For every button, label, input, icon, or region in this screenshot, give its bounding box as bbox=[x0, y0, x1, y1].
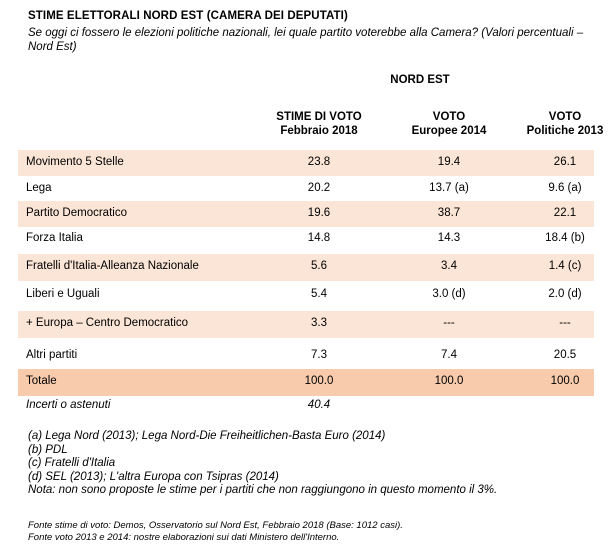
value-estimate: 19.6 bbox=[307, 207, 331, 219]
value-estimate: 3.3 bbox=[311, 317, 327, 329]
value-estimate: 7.3 bbox=[311, 349, 327, 361]
total-europee: 100.0 bbox=[434, 375, 464, 387]
value-politiche: --- bbox=[559, 317, 571, 329]
footnote: Nota: non sono proposte le stime per i p… bbox=[28, 484, 498, 496]
column-header-line1: VOTO bbox=[548, 111, 582, 123]
party-name: Fratelli d'Italia-Alleanza Nazionale bbox=[26, 260, 199, 272]
region-header: NORD EST bbox=[390, 74, 450, 86]
party-name: Movimento 5 Stelle bbox=[26, 156, 124, 168]
footnote: (c) Fratelli d'Italia bbox=[28, 457, 116, 469]
table-row: Altri partiti 7.3 7.4 20.5 bbox=[18, 340, 594, 368]
total-estimate: 100.0 bbox=[304, 375, 334, 387]
party-name: Liberi e Uguali bbox=[26, 288, 100, 300]
table-row: Partito Democratico 19.6 38.7 22.1 bbox=[18, 201, 594, 227]
value-europee: 7.4 bbox=[441, 349, 457, 361]
footnote: (a) Lega Nord (2013); Lega Nord-Die Frei… bbox=[28, 430, 386, 442]
footnote: (b) PDL bbox=[28, 443, 68, 456]
column-header-line2: Europee 2014 bbox=[411, 125, 487, 137]
party-name: + Europa – Centro Democratico bbox=[26, 317, 189, 329]
value-estimate: 20.2 bbox=[307, 182, 331, 194]
total-row: Totale 100.0 100.0 100.0 bbox=[18, 369, 594, 396]
document-title: STIME ELETTORALI NORD EST (CAMERA DEI DE… bbox=[28, 10, 348, 22]
column-header-europee: VOTO Europee 2014 bbox=[384, 110, 514, 138]
value-europee: 19.4 bbox=[437, 156, 461, 168]
value-politiche: 2.0 (d) bbox=[548, 288, 582, 300]
table-row: Liberi e Uguali 5.4 3.0 (d) 2.0 (d) bbox=[18, 282, 594, 309]
source-line: Fonte stime di voto: Demos, Osservatorio… bbox=[28, 520, 403, 531]
value-europee: --- bbox=[443, 317, 455, 329]
party-name: Forza Italia bbox=[26, 232, 83, 244]
party-name: Altri partiti bbox=[26, 349, 78, 361]
value-europee: 3.0 (d) bbox=[432, 288, 466, 300]
footnotes: (a) Lega Nord (2013); Lega Nord-Die Frei… bbox=[28, 430, 497, 498]
column-header-line1: VOTO bbox=[432, 111, 466, 123]
footnote: (d) SEL (2013); L'altra Europa con Tsipr… bbox=[28, 470, 279, 483]
column-header-politiche: VOTO Politiche 2013 bbox=[500, 110, 612, 138]
value-europee: 3.4 bbox=[441, 260, 457, 272]
table-row: Lega 20.2 13.7 (a) 9.6 (a) bbox=[18, 176, 594, 202]
value-europee: 13.7 (a) bbox=[429, 182, 469, 194]
table-row: + Europa – Centro Democratico 3.3 --- --… bbox=[18, 311, 594, 338]
results-table: Movimento 5 Stelle 23.8 19.4 26.1 Lega 2… bbox=[18, 150, 594, 396]
value-estimate: 14.8 bbox=[307, 232, 331, 244]
total-label: Totale bbox=[26, 375, 57, 387]
column-header-estimates: STIME DI VOTO Febbraio 2018 bbox=[254, 110, 384, 138]
table-row: Fratelli d'Italia-Alleanza Nazionale 5.6… bbox=[18, 254, 594, 281]
value-politiche: 20.5 bbox=[553, 349, 577, 361]
value-politiche: 26.1 bbox=[553, 156, 577, 168]
value-europee: 14.3 bbox=[437, 232, 461, 244]
document-subtitle: Se oggi ci fossero le elezioni politiche… bbox=[28, 27, 584, 53]
value-politiche: 9.6 (a) bbox=[548, 182, 582, 194]
value-europee: 38.7 bbox=[437, 207, 461, 219]
party-name: Lega bbox=[26, 182, 52, 194]
total-politiche: 100.0 bbox=[550, 375, 580, 387]
value-politiche: 18.4 (b) bbox=[545, 232, 585, 244]
undecided-label: Incerti o astenuti bbox=[26, 399, 111, 411]
value-estimate: 5.6 bbox=[311, 260, 327, 272]
column-header-line1: STIME DI VOTO bbox=[276, 111, 362, 123]
undecided-value: 40.4 bbox=[307, 399, 331, 411]
value-politiche: 22.1 bbox=[553, 207, 577, 219]
table-row: Forza Italia 14.8 14.3 18.4 (b) bbox=[18, 226, 594, 252]
value-politiche: 1.4 (c) bbox=[548, 260, 582, 272]
column-header-line2: Febbraio 2018 bbox=[280, 125, 358, 137]
sources: Fonte stime di voto: Demos, Osservatorio… bbox=[28, 520, 403, 544]
party-name: Partito Democratico bbox=[26, 207, 127, 219]
table-row: Movimento 5 Stelle 23.8 19.4 26.1 bbox=[18, 150, 594, 176]
value-estimate: 23.8 bbox=[307, 156, 331, 168]
source-line: Fonte voto 2013 e 2014: nostre elaborazi… bbox=[28, 532, 340, 543]
column-header-line2: Politiche 2013 bbox=[526, 125, 604, 137]
value-estimate: 5.4 bbox=[311, 288, 327, 300]
